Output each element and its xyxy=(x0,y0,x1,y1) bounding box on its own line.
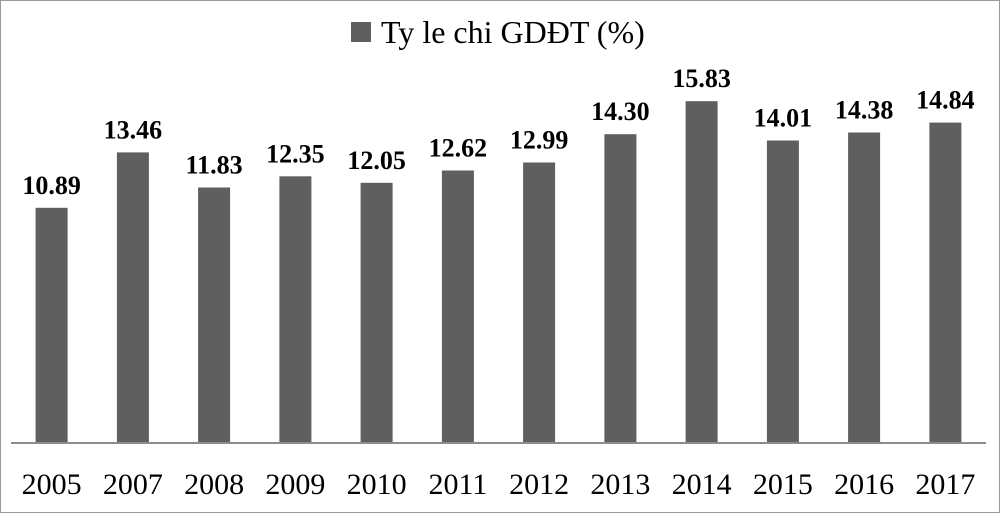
bar-2009 xyxy=(279,176,312,444)
bar-2013 xyxy=(604,134,637,443)
bar-2014 xyxy=(685,101,718,443)
value-label-2010: 12.05 xyxy=(347,146,406,175)
bar-2011 xyxy=(441,170,474,443)
x-tick-label-2007: 2007 xyxy=(103,468,163,501)
value-label-2017: 14.84 xyxy=(916,86,975,115)
x-tick-label-2015: 2015 xyxy=(753,468,813,501)
bar-2016 xyxy=(848,132,881,443)
value-label-2012: 12.99 xyxy=(510,126,569,155)
x-tick-label-2011: 2011 xyxy=(428,468,487,501)
bars-group xyxy=(35,101,962,444)
x-tick-label-2016: 2016 xyxy=(834,468,894,501)
value-label-2008: 11.83 xyxy=(186,151,243,180)
value-label-2005: 10.89 xyxy=(22,171,81,200)
chart-legend: Ty le chi GDĐT (%) xyxy=(351,14,645,50)
x-tick-label-2017: 2017 xyxy=(915,468,975,501)
x-tick-label-2012: 2012 xyxy=(509,468,569,501)
x-tick-label-2010: 2010 xyxy=(347,468,407,501)
x-tick-labels-group: 2005 2007 2008 2009 2010 2011 2012 2013 2014 2015… xyxy=(22,468,976,501)
x-tick-label-2013: 2013 xyxy=(590,468,650,501)
x-tick-label-2008: 2008 xyxy=(184,468,244,501)
value-label-2014: 15.83 xyxy=(672,64,731,93)
bar-2008 xyxy=(198,187,231,443)
bar-2012 xyxy=(523,162,556,443)
value-labels-group: 10.89 13.46 11.83 12.35 12.05 12.62 12.99 14.30… xyxy=(22,64,974,200)
bar-2007 xyxy=(116,152,149,443)
x-tick-label-2005: 2005 xyxy=(22,468,82,501)
x-tick-label-2009: 2009 xyxy=(265,468,325,501)
value-label-2011: 12.62 xyxy=(429,134,488,163)
value-label-2015: 14.01 xyxy=(754,104,813,133)
bar-2015 xyxy=(766,140,799,443)
value-label-2009: 12.35 xyxy=(266,139,325,168)
legend-label: Ty le chi GDĐT (%) xyxy=(381,14,645,50)
legend-swatch xyxy=(351,22,371,42)
bar-2017 xyxy=(929,122,962,443)
bar-2005 xyxy=(35,207,68,443)
bar-2010 xyxy=(360,182,393,444)
value-label-2007: 13.46 xyxy=(104,115,163,144)
value-label-2013: 14.30 xyxy=(591,97,650,126)
x-tick-label-2014: 2014 xyxy=(672,468,732,501)
value-label-2016: 14.38 xyxy=(835,96,894,125)
